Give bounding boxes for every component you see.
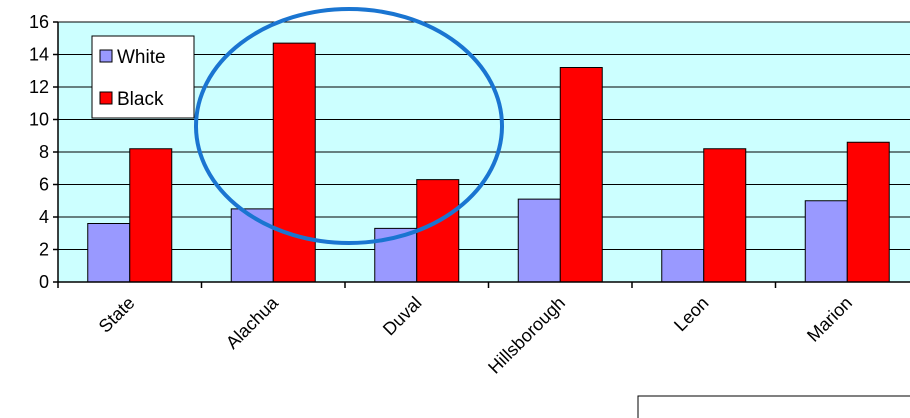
y-tick-label: 10 — [29, 110, 49, 130]
bar-black-alachua — [272, 42, 316, 283]
y-tick-label: 8 — [39, 142, 49, 162]
highlight-ellipse — [194, 7, 504, 245]
y-tick-label: 14 — [29, 45, 49, 65]
x-category-label: Marion — [803, 293, 856, 346]
y-tick-label: 6 — [39, 175, 49, 195]
x-category-label: Leon — [670, 293, 712, 335]
bar-white-state — [87, 223, 131, 283]
legend-label-white: White — [117, 47, 166, 68]
y-tick-label: 12 — [29, 77, 49, 97]
x-category-label: Hillsborough — [484, 293, 569, 378]
y-tick-label: 4 — [39, 207, 49, 227]
bar-black-state — [129, 148, 173, 283]
y-axis-ticks: 0 2 4 6 8 10 12 14 16 — [29, 12, 58, 292]
legend-swatch-white — [99, 49, 113, 63]
x-category-label: Alachua — [222, 292, 283, 353]
bar-black-duval — [416, 179, 460, 283]
bar-white-alachua — [230, 208, 274, 283]
bar-white-marion — [804, 200, 848, 283]
x-axis-labels: State Alachua Duval Hillsborough Leon Marion — [57, 282, 856, 378]
x-category-label: Duval — [379, 293, 426, 340]
legend-label-black: Black — [117, 89, 164, 110]
y-tick-label: 16 — [29, 12, 49, 32]
bars — [87, 42, 890, 283]
y-tick-label: 0 — [39, 272, 49, 292]
legend: White Black — [91, 35, 195, 119]
bar-black-marion — [846, 141, 890, 283]
bottom-right-box — [637, 395, 910, 418]
x-category-label: State — [95, 293, 139, 337]
y-tick-label: 2 — [39, 240, 49, 260]
bar-black-leon — [703, 148, 747, 283]
bar-black-hillsborough — [559, 67, 603, 283]
bar-white-leon — [661, 249, 705, 283]
bar-white-hillsborough — [517, 198, 561, 283]
legend-swatch-black — [99, 91, 113, 105]
